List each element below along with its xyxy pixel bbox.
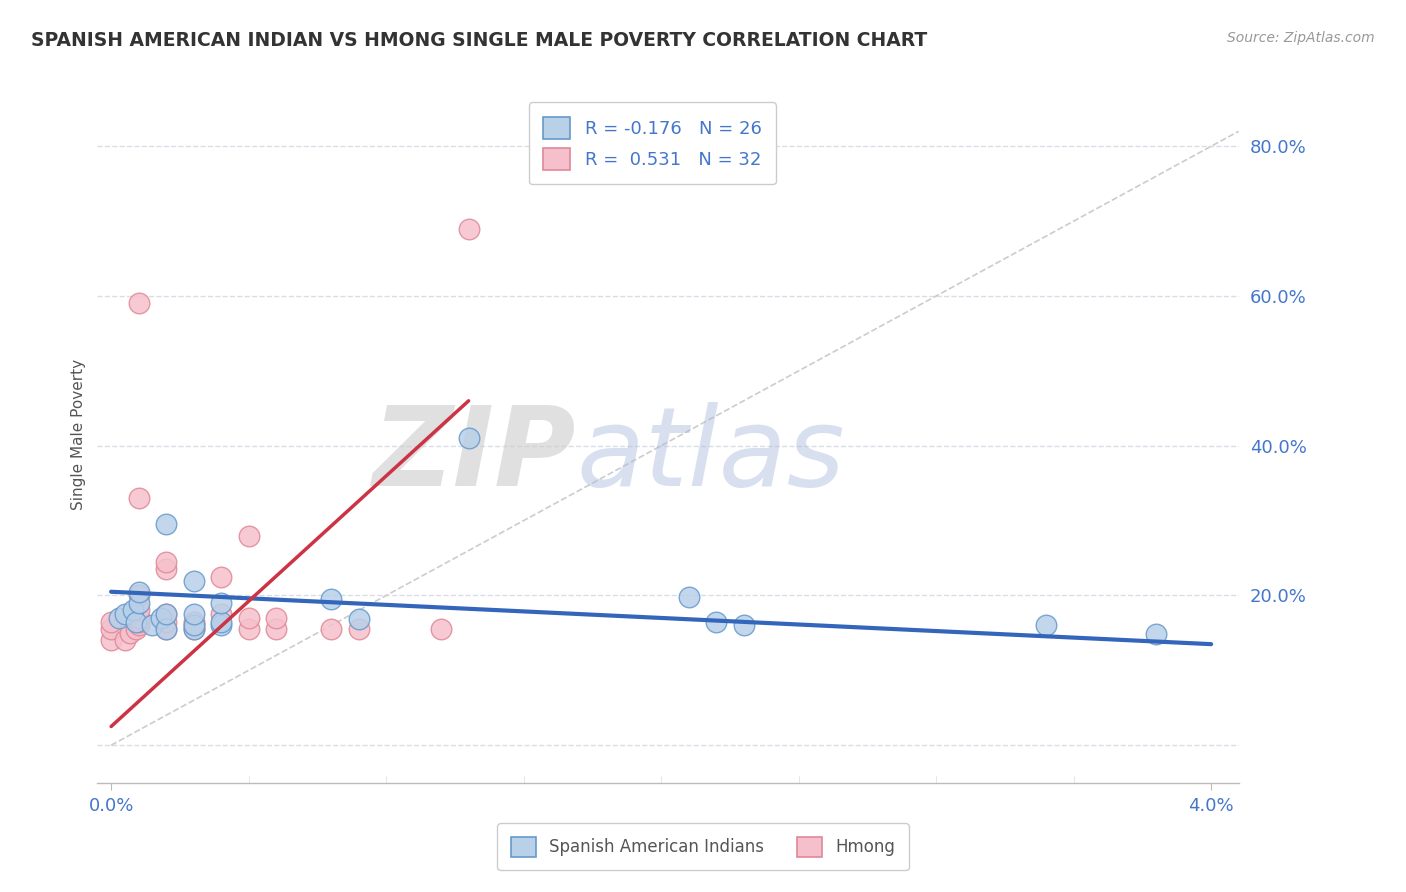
Point — [183, 618, 205, 632]
Point — [264, 622, 287, 636]
Point — [319, 592, 342, 607]
Point — [128, 296, 150, 310]
Point — [100, 622, 122, 636]
Y-axis label: Single Male Poverty: Single Male Poverty — [72, 359, 86, 510]
Point — [183, 618, 205, 632]
Point — [128, 603, 150, 617]
Point — [209, 607, 232, 622]
Point — [209, 570, 232, 584]
Point — [149, 611, 172, 625]
Point — [457, 221, 479, 235]
Point — [347, 612, 370, 626]
Point — [733, 618, 755, 632]
Point — [108, 611, 131, 625]
Point — [678, 590, 700, 604]
Point — [125, 622, 148, 636]
Point — [238, 611, 260, 625]
Point — [209, 596, 232, 610]
Point — [183, 607, 205, 622]
Legend: R = -0.176   N = 26, R =  0.531   N = 32: R = -0.176 N = 26, R = 0.531 N = 32 — [529, 103, 776, 185]
Point — [238, 528, 260, 542]
Point — [128, 596, 150, 610]
Point — [125, 615, 148, 629]
Point — [264, 611, 287, 625]
Point — [183, 622, 205, 636]
Text: Source: ZipAtlas.com: Source: ZipAtlas.com — [1227, 31, 1375, 45]
Legend: Spanish American Indians, Hmong: Spanish American Indians, Hmong — [498, 823, 908, 871]
Point — [128, 584, 150, 599]
Point — [155, 622, 177, 636]
Point — [183, 622, 205, 636]
Point — [114, 633, 136, 648]
Point — [209, 618, 232, 632]
Point — [347, 622, 370, 636]
Point — [704, 615, 727, 629]
Point — [128, 618, 150, 632]
Point — [128, 589, 150, 603]
Point — [120, 626, 142, 640]
Point — [128, 491, 150, 505]
Point — [457, 431, 479, 445]
Point — [238, 622, 260, 636]
Point — [319, 622, 342, 636]
Point — [114, 607, 136, 622]
Point — [209, 615, 232, 629]
Point — [183, 615, 205, 629]
Point — [155, 607, 177, 622]
Point — [155, 517, 177, 532]
Text: SPANISH AMERICAN INDIAN VS HMONG SINGLE MALE POVERTY CORRELATION CHART: SPANISH AMERICAN INDIAN VS HMONG SINGLE … — [31, 31, 927, 50]
Point — [100, 615, 122, 629]
Point — [155, 607, 177, 622]
Text: ZIP: ZIP — [373, 402, 576, 509]
Point — [141, 618, 163, 632]
Point — [183, 574, 205, 588]
Point — [128, 611, 150, 625]
Point — [100, 633, 122, 648]
Point — [128, 615, 150, 629]
Point — [155, 562, 177, 576]
Point — [430, 622, 453, 636]
Point — [122, 603, 145, 617]
Text: atlas: atlas — [576, 402, 845, 509]
Point — [155, 555, 177, 569]
Point — [1144, 627, 1167, 641]
Point — [155, 622, 177, 636]
Point — [1035, 618, 1057, 632]
Point — [155, 615, 177, 629]
